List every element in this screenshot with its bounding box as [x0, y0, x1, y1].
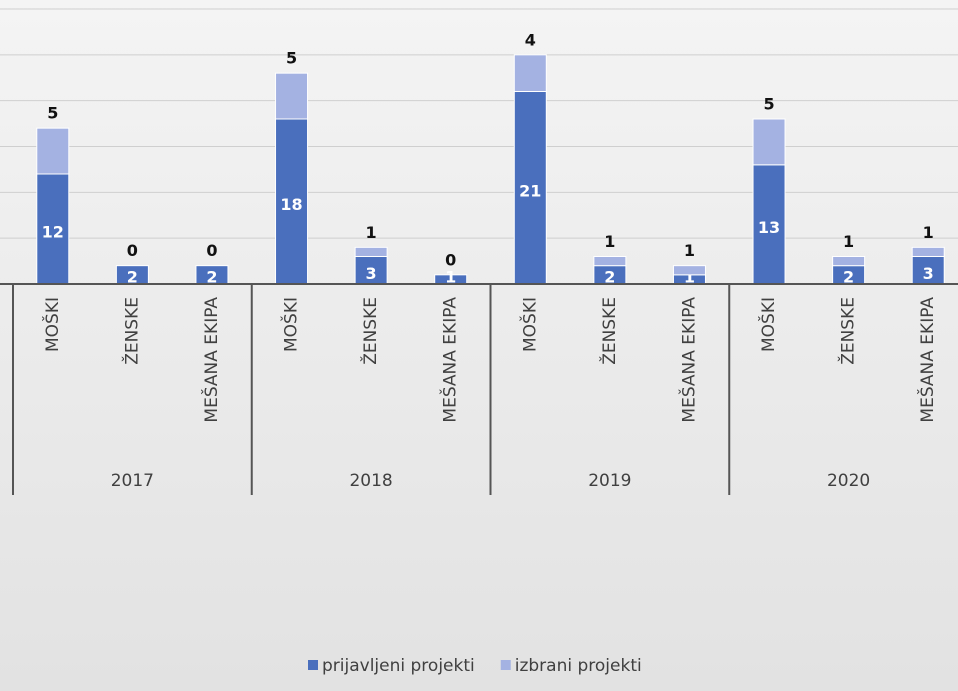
x-tick-label: MOŠKI	[757, 297, 779, 352]
x-tick-label: ŽENSKE	[598, 297, 620, 365]
group-label: 2020	[827, 471, 870, 491]
bar-segment	[593, 256, 627, 267]
data-label: 4	[525, 30, 536, 49]
x-tick-label: MEŠANA EKIPA	[200, 297, 222, 423]
data-label: 21	[519, 181, 541, 200]
bar-segment	[911, 256, 945, 285]
x-tick-label: MOŠKI	[280, 297, 302, 352]
bar-segment	[752, 118, 786, 166]
data-label: 12	[42, 223, 64, 242]
data-label: 18	[280, 195, 302, 214]
legend-swatch	[500, 660, 511, 670]
data-label: 1	[684, 241, 695, 260]
data-label: 13	[758, 218, 780, 237]
data-label: 1	[684, 268, 695, 287]
data-label: 2	[127, 268, 138, 287]
legend: prijavljeni projekti izbrani projekti	[308, 656, 642, 676]
bar-segment	[911, 246, 945, 257]
x-tick-label: ŽENSKE	[359, 297, 381, 365]
data-label: 2	[604, 268, 615, 287]
data-label: 0	[206, 241, 217, 260]
data-label: 5	[47, 104, 58, 123]
legend-label: izbrani projekti	[515, 656, 642, 676]
x-tick-label: MOŠKI	[518, 297, 540, 352]
bar-segment	[752, 164, 786, 285]
data-label: 1	[366, 223, 377, 242]
data-label: 2	[206, 268, 217, 287]
data-label: 5	[286, 49, 297, 68]
bar-segment	[275, 72, 309, 120]
bar-segment	[832, 256, 866, 267]
x-tick-label: MOŠKI	[41, 297, 63, 352]
x-tick-label: MEŠANA EKIPA	[916, 297, 938, 423]
x-tick-label: ŽENSKE	[837, 297, 859, 365]
bar-segment	[354, 246, 388, 257]
group-label: 2018	[349, 471, 392, 491]
data-label: 1	[604, 232, 615, 251]
data-label: 2	[843, 268, 854, 287]
legend-label: prijavljeni projekti	[322, 656, 475, 676]
x-tick-label: ŽENSKE	[120, 297, 142, 365]
x-tick-label: MEŠANA EKIPA	[439, 297, 461, 423]
data-label: 3	[366, 264, 377, 283]
group-label: 2019	[588, 471, 631, 491]
data-label: 0	[127, 241, 138, 260]
bar-segment	[36, 127, 70, 175]
bar-segment	[672, 265, 706, 276]
data-label: 0	[445, 250, 456, 269]
data-label: 3	[923, 264, 934, 283]
legend-swatch	[308, 660, 318, 670]
data-label: 1	[445, 268, 456, 287]
data-label: 5	[763, 95, 774, 114]
bar-segment	[513, 91, 547, 285]
data-label: 1	[923, 223, 934, 242]
bar-segment	[513, 54, 547, 92]
data-label: 1	[843, 232, 854, 251]
group-label: 2017	[111, 471, 154, 491]
x-tick-label: MEŠANA EKIPA	[677, 297, 699, 423]
